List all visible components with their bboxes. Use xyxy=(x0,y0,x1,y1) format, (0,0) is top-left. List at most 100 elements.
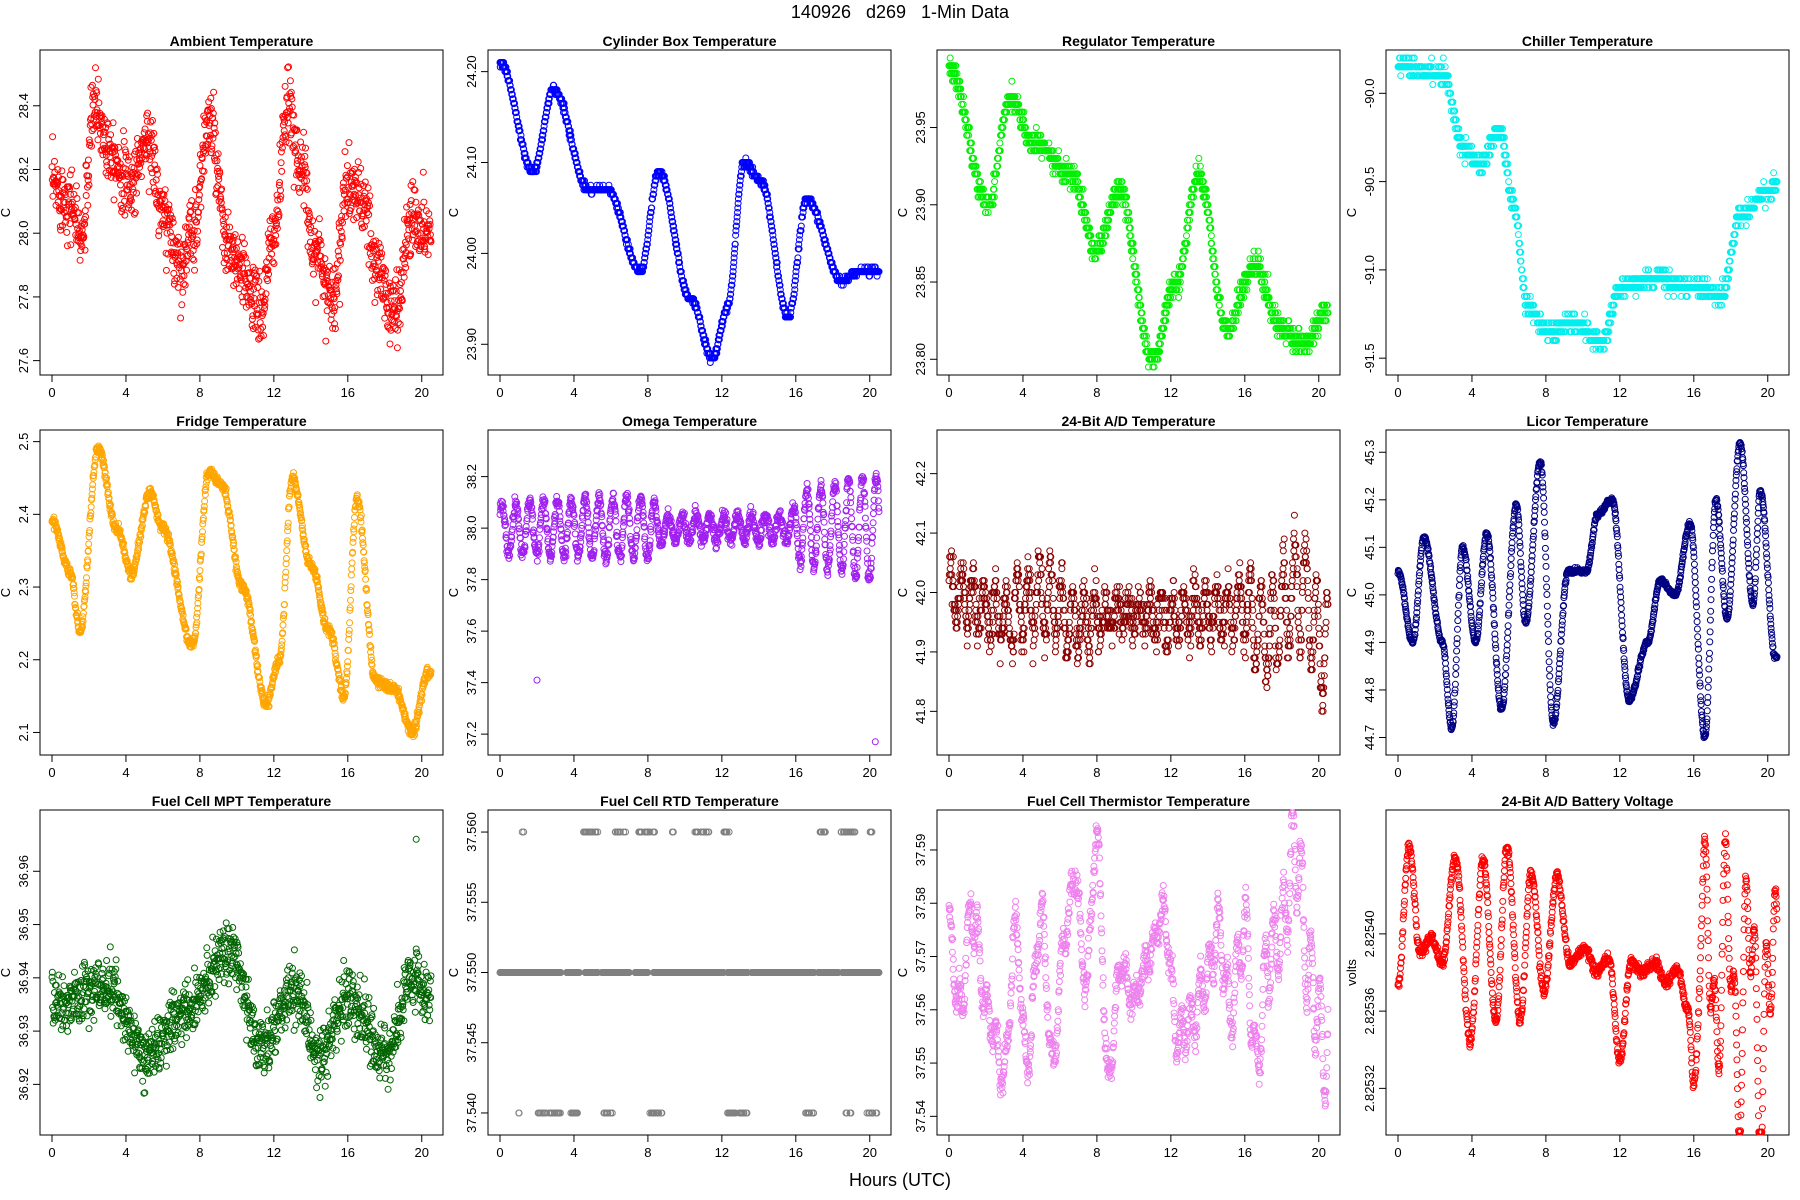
data-point xyxy=(86,139,94,147)
data-point xyxy=(82,192,90,199)
data-point xyxy=(240,240,248,248)
data-point xyxy=(162,266,170,274)
data-point xyxy=(273,219,280,227)
data-point xyxy=(232,280,240,288)
data-point xyxy=(183,266,190,274)
data-point xyxy=(95,99,103,107)
data-point xyxy=(150,143,158,151)
x-tick-label: 12 xyxy=(267,385,281,400)
data-point xyxy=(87,83,95,91)
data-point xyxy=(189,255,197,263)
data-point xyxy=(167,211,175,219)
data-point xyxy=(234,265,242,273)
data-point xyxy=(85,172,93,180)
data-point xyxy=(362,217,370,225)
data-point xyxy=(98,112,106,120)
y-tick-label: 23.80 xyxy=(913,343,928,376)
data-point xyxy=(1664,292,1672,300)
data-point xyxy=(217,195,225,203)
data-point xyxy=(277,159,285,167)
data-point xyxy=(272,240,280,248)
data-point xyxy=(193,240,201,248)
data-point xyxy=(168,233,176,240)
plot-frame xyxy=(39,49,444,376)
data-point xyxy=(264,266,272,274)
data-point xyxy=(94,136,102,144)
ambient-temperature-title: Ambient Temperature xyxy=(170,33,314,49)
data-point xyxy=(109,119,117,127)
data-point xyxy=(246,274,254,282)
data-point xyxy=(163,229,171,237)
data-point xyxy=(88,127,96,135)
data-point xyxy=(259,323,267,331)
data-point xyxy=(277,148,285,156)
data-point xyxy=(59,176,67,184)
x-tick-label: 4 xyxy=(122,385,129,400)
data-point xyxy=(77,247,85,255)
data-point xyxy=(148,131,156,139)
data-point xyxy=(250,294,258,302)
data-point xyxy=(107,131,115,139)
data-point xyxy=(218,185,226,193)
data-point xyxy=(63,242,71,250)
data-point xyxy=(270,260,278,267)
data-point xyxy=(130,210,138,218)
data-point xyxy=(49,133,57,141)
data-point xyxy=(235,285,243,293)
data-point xyxy=(88,81,96,89)
data-point xyxy=(386,340,394,348)
data-point xyxy=(55,204,63,212)
x-tick-label: 8 xyxy=(644,385,651,400)
data-point xyxy=(1196,162,1204,170)
data-point xyxy=(182,223,189,231)
data-point xyxy=(141,125,149,133)
data-point xyxy=(157,198,165,206)
data-point xyxy=(1038,154,1046,162)
data-point xyxy=(97,114,105,122)
data-point xyxy=(63,228,71,236)
data-point xyxy=(161,186,169,194)
data-point xyxy=(190,241,197,248)
cylinder-box-temperature-points xyxy=(496,59,883,366)
data-point xyxy=(1183,232,1190,240)
data-point xyxy=(287,88,295,96)
data-point xyxy=(235,264,243,272)
data-point xyxy=(224,208,232,216)
data-point xyxy=(194,213,202,221)
data-point xyxy=(234,238,242,246)
data-point xyxy=(75,209,83,217)
data-point xyxy=(93,89,101,97)
data-point xyxy=(354,158,362,166)
data-point xyxy=(198,175,206,183)
data-point xyxy=(419,168,427,176)
data-point xyxy=(392,276,399,284)
data-point xyxy=(1429,81,1437,88)
data-point xyxy=(1397,72,1405,80)
y-tick-label: -90.5 xyxy=(1362,167,1377,197)
data-point xyxy=(1439,54,1447,62)
data-point xyxy=(237,276,245,284)
plot-frame xyxy=(487,49,892,376)
data-point xyxy=(211,119,219,127)
data-point xyxy=(142,155,150,163)
data-point xyxy=(1505,178,1513,186)
y-tick-label: 24.10 xyxy=(464,146,479,179)
data-point xyxy=(121,211,129,219)
data-point xyxy=(120,138,128,145)
data-point xyxy=(250,285,258,293)
data-point xyxy=(224,265,232,273)
data-point xyxy=(84,183,91,191)
x-tick-label: 4 xyxy=(1468,385,1475,400)
data-point xyxy=(252,276,260,284)
data-point xyxy=(238,233,246,241)
data-point xyxy=(255,277,263,285)
data-point xyxy=(150,129,158,137)
data-point xyxy=(1514,231,1522,239)
data-point xyxy=(200,167,208,175)
data-point xyxy=(208,145,216,153)
data-point xyxy=(71,216,79,224)
x-tick-label: 8 xyxy=(1542,385,1549,400)
data-point xyxy=(67,190,74,198)
